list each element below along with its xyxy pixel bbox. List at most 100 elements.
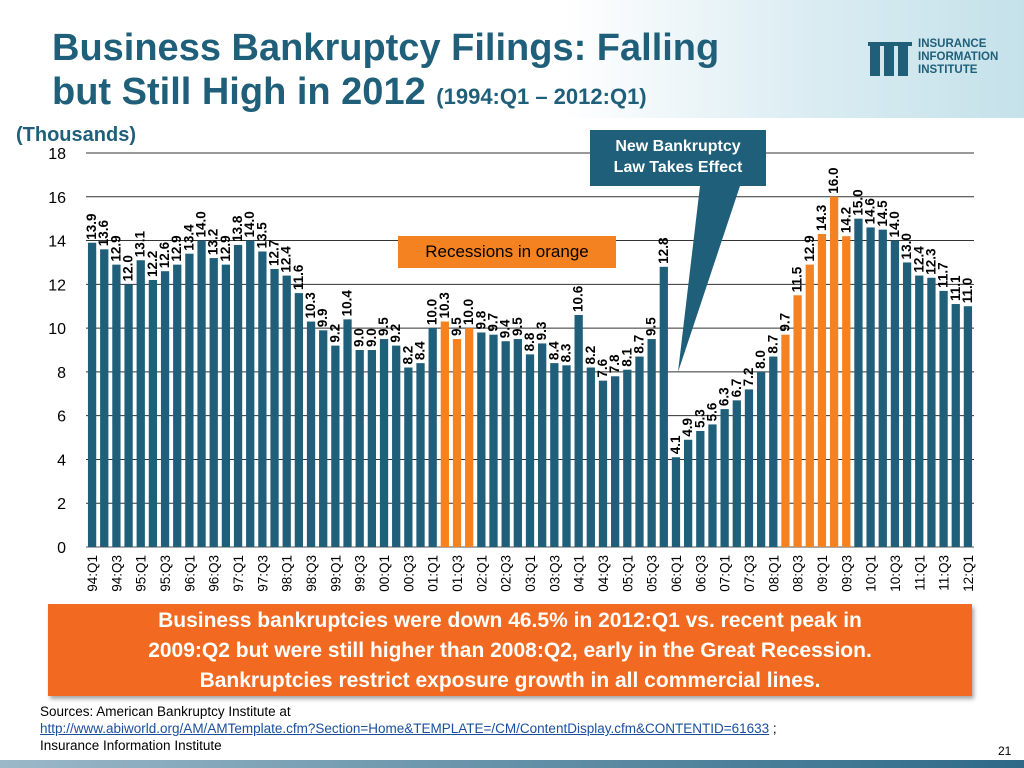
y-tick-label: 14 <box>48 234 66 251</box>
bar <box>160 271 170 547</box>
bar <box>598 380 608 547</box>
bar <box>684 439 693 547</box>
bar-value-label: 14.0 <box>194 211 209 237</box>
x-tick-label: 01:Q1 <box>426 555 441 592</box>
logo-text: INSURANCE INFORMATION INSTITUTE <box>918 38 998 77</box>
bar-value-label: 5.3 <box>692 409 707 428</box>
bar-value-label: 11.6 <box>291 264 306 290</box>
bar-value-label: 8.7 <box>765 335 780 354</box>
bar <box>854 218 863 547</box>
bar-value-label: 12.8 <box>656 237 671 264</box>
bar <box>477 332 486 547</box>
bar-value-label: 11.0 <box>960 278 975 304</box>
bar-value-label: 9.4 <box>498 319 513 338</box>
x-tick-label: 01:Q3 <box>450 555 465 592</box>
x-tick-label: 95:Q3 <box>158 555 173 592</box>
x-tick-label: 04:Q3 <box>596 555 611 592</box>
bar-chart: 02468101214161813.913.612.912.013.112.21… <box>48 146 976 592</box>
bar-value-label: 13.0 <box>899 233 914 259</box>
bar-value-label: 9.2 <box>327 324 342 343</box>
title-line-2: but Still High in 2012 (1994:Q1 – 2012:Q… <box>52 70 719 119</box>
y-tick-label: 0 <box>57 540 66 557</box>
x-tick-label: 06:Q3 <box>693 555 708 592</box>
bar-value-label: 12.9 <box>169 235 184 261</box>
bar <box>611 376 620 547</box>
bar-value-label: 11.1 <box>948 275 963 301</box>
x-tick-label: 94:Q3 <box>109 555 124 592</box>
bar <box>756 371 766 547</box>
bar-value-label: 7.8 <box>607 354 622 373</box>
bar <box>404 367 413 547</box>
bar <box>258 251 267 547</box>
x-tick-label: 96:Q1 <box>182 555 197 592</box>
bar-value-label: 9.7 <box>777 313 792 332</box>
y-tick-label: 8 <box>57 365 66 382</box>
bar <box>197 240 206 548</box>
bar <box>465 328 474 547</box>
bar <box>87 242 97 547</box>
bar-value-label: 13.8 <box>230 215 245 242</box>
page-title: Business Bankruptcy Filings: Falling but… <box>52 26 719 119</box>
y-tick-label: 4 <box>57 452 66 469</box>
x-tick-label: 04:Q1 <box>572 555 587 592</box>
bar-value-label: 9.9 <box>315 309 330 328</box>
x-tick-label: 11:Q1 <box>912 555 927 591</box>
bar <box>489 334 498 547</box>
bar-value-label: 13.9 <box>84 213 99 239</box>
bar-value-label: 8.4 <box>413 341 428 360</box>
bar <box>525 354 535 547</box>
x-tick-label: 03:Q3 <box>547 555 562 592</box>
x-tick-label: 11:Q3 <box>937 555 952 591</box>
x-tick-label: 10:Q3 <box>888 555 903 592</box>
bar-value-label: 14.0 <box>887 211 902 237</box>
bar <box>100 249 109 548</box>
bar-value-label: 8.2 <box>400 346 415 365</box>
y-tick-label: 12 <box>48 277 66 294</box>
bar <box>793 295 802 547</box>
x-tick-label: 95:Q1 <box>134 555 149 592</box>
bar <box>246 240 255 548</box>
bar <box>538 343 547 547</box>
bar <box>732 400 741 547</box>
sources-link-suffix: ; <box>769 721 777 736</box>
bar-value-label: 9.0 <box>364 328 379 347</box>
bar <box>951 304 960 547</box>
bar-value-label: 8.8 <box>522 332 537 351</box>
bar <box>720 409 729 547</box>
sources-link[interactable]: http://www.abiworld.org/AM/AMTemplate.cf… <box>40 721 770 736</box>
bar <box>805 264 814 547</box>
bar <box>294 293 304 547</box>
x-tick-label: 05:Q3 <box>645 555 660 592</box>
x-tick-label: 97:Q3 <box>255 555 270 592</box>
bar-value-label: 13.6 <box>96 220 111 247</box>
bar <box>233 244 243 547</box>
bar <box>744 389 754 547</box>
bar <box>562 365 571 547</box>
bar-value-label: 9.5 <box>510 317 525 336</box>
bar <box>927 277 936 547</box>
bar-value-label: 4.9 <box>680 418 695 437</box>
logo-line-3: INSTITUTE <box>918 64 978 76</box>
bar-value-label: 8.0 <box>753 350 768 369</box>
x-tick-label: 03:Q1 <box>523 555 538 592</box>
bar <box>440 321 449 547</box>
bar-value-label: 16.0 <box>826 167 841 193</box>
x-tick-label: 07:Q1 <box>718 555 733 592</box>
bar <box>696 430 705 547</box>
bar-value-label: 10.6 <box>571 285 586 312</box>
footer-bar <box>0 760 1024 768</box>
x-tick-label: 02:Q3 <box>499 555 514 592</box>
bar <box>173 264 182 547</box>
x-tick-label: 97:Q1 <box>231 555 246 592</box>
callout-pointer <box>677 186 740 373</box>
bar-value-label: 9.5 <box>376 317 391 336</box>
bar <box>671 457 681 547</box>
bar-value-label: 9.8 <box>473 310 488 329</box>
bar-value-label: 12.6 <box>157 241 172 268</box>
callout-line-2: Law Takes Effect <box>613 159 743 176</box>
bar <box>306 321 316 547</box>
bar <box>817 233 827 547</box>
bar <box>136 260 145 547</box>
bar <box>586 367 595 547</box>
bar <box>781 334 790 547</box>
